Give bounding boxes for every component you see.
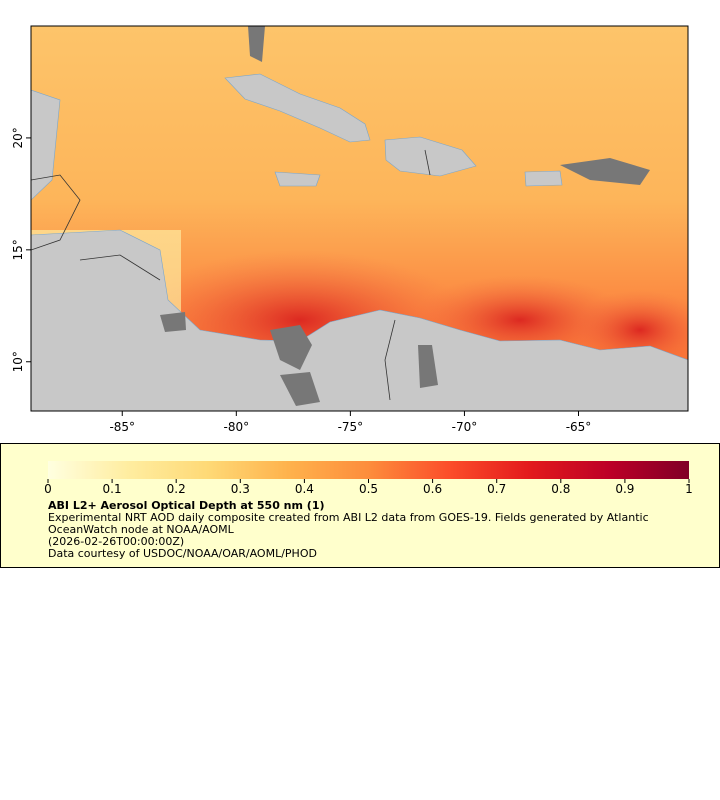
x-tick-label: -65° xyxy=(566,420,592,434)
colorbar: 0 0.1 0.2 0.3 0.4 0.5 0.6 0.7 0.8 0.9 1 xyxy=(44,461,693,496)
colorbar-tick-label: 0.3 xyxy=(231,482,250,496)
colorbar-tick-label: 0.2 xyxy=(167,482,186,496)
colorbar-tick-label: 0.4 xyxy=(295,482,314,496)
legend-description: Experimental NRT AOD daily composite cre… xyxy=(48,511,649,536)
legend-title: ABI L2+ Aerosol Optical Depth at 550 nm … xyxy=(48,499,325,512)
legend-panel: 0 0.1 0.2 0.3 0.4 0.5 0.6 0.7 0.8 0.9 1 xyxy=(0,443,720,568)
no-data xyxy=(160,26,650,406)
y-tick-label: 10° xyxy=(11,351,25,372)
colorbar-tick-label: 0.7 xyxy=(487,482,506,496)
map-figure: -85° -80° -75° -70° -65° 10° 15° 20° xyxy=(11,25,689,434)
map-frame xyxy=(30,25,689,412)
y-tick-label: 15° xyxy=(11,239,25,260)
land xyxy=(31,73,688,411)
map-raster xyxy=(31,26,688,411)
legend-time: (2026-02-26T00:00:00Z) xyxy=(48,535,185,548)
legend-credit: Data courtesy of USDOC/NOAA/OAR/AOML/PHO… xyxy=(48,547,317,560)
x-tick-label: -80° xyxy=(224,420,250,434)
x-tick-label: -70° xyxy=(452,420,478,434)
y-tick-label: 20° xyxy=(11,127,25,148)
x-tick-label: -75° xyxy=(338,420,364,434)
colorbar-tick-label: 0.8 xyxy=(551,482,570,496)
colorbar-tick-label: 1 xyxy=(685,482,693,496)
colorbar-tick-label: 0 xyxy=(44,482,52,496)
colorbar-tick-label: 0.9 xyxy=(615,482,634,496)
colorbar-ramp xyxy=(48,461,689,479)
colorbar-tick-label: 0.1 xyxy=(103,482,122,496)
borders xyxy=(31,149,431,401)
colorbar-tick-label: 0.5 xyxy=(359,482,378,496)
legend-text: ABI L2+ Aerosol Optical Depth at 550 nm … xyxy=(48,500,688,560)
x-tick-label: -85° xyxy=(109,420,135,434)
colorbar-tick-label: 0.6 xyxy=(423,482,442,496)
